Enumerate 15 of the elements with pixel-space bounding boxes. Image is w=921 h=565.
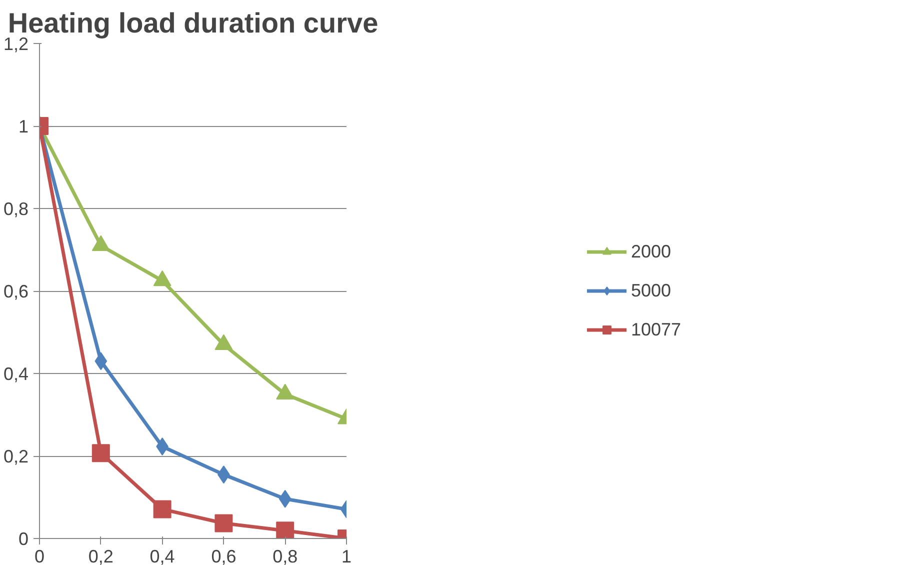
y-tick-label: 0,6	[3, 282, 29, 302]
x-tick-label: 0,8	[272, 546, 298, 565]
x-tick-label: 0,2	[88, 546, 114, 565]
y-tick-label: 1	[18, 116, 29, 136]
y-tick-label: 0,8	[3, 199, 29, 219]
x-tick-label: 0,6	[211, 546, 236, 565]
x-tick-label: 0,4	[150, 546, 175, 565]
y-tick-label: 0,2	[3, 446, 29, 466]
y-tick-label: 0	[18, 529, 29, 549]
y-tick-label: 0,4	[3, 364, 29, 384]
x-tick-label: 1	[341, 546, 352, 565]
legend-label: 2000	[630, 241, 672, 262]
legend-label: 10077	[630, 319, 682, 340]
x-tick-label: 0	[34, 546, 45, 565]
legend-label: 5000	[630, 280, 672, 301]
